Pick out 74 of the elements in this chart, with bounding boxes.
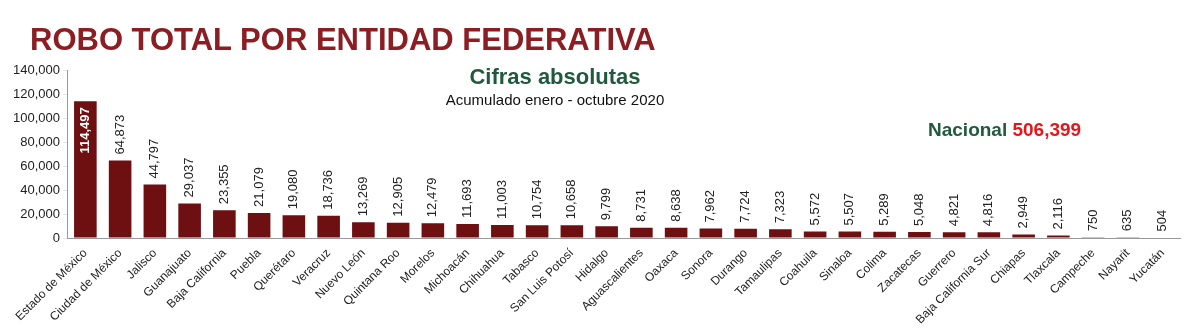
data-label: 64,873 (111, 114, 127, 155)
data-label: 750 (1084, 209, 1100, 232)
bar (838, 231, 862, 238)
data-label: 5,572 (806, 192, 822, 226)
data-label: 9,799 (598, 187, 614, 221)
bar (491, 224, 514, 238)
bar (873, 231, 896, 238)
bar (803, 231, 827, 238)
bar (282, 215, 306, 238)
bar (977, 232, 1001, 238)
bar (525, 225, 549, 238)
bar (769, 229, 792, 238)
y-tick-label: 0 (52, 229, 60, 245)
chart-subtitle: Cifras absolutas (469, 64, 641, 89)
data-label: 2,116 (1049, 197, 1065, 230)
data-label: 23,355 (215, 164, 231, 205)
data-label: 12,905 (389, 176, 405, 217)
bar (560, 225, 584, 238)
data-label: 504 (1154, 209, 1170, 232)
data-label: 10,658 (563, 179, 579, 220)
data-label: 11,003 (493, 180, 509, 219)
bar (178, 203, 201, 238)
y-tick-label: 40,000 (20, 181, 60, 197)
bar (386, 222, 410, 238)
bar (1012, 234, 1035, 238)
bar (908, 232, 931, 238)
bar (942, 232, 966, 238)
bar (317, 215, 340, 238)
bar (734, 228, 757, 238)
bar (421, 223, 445, 238)
bar (247, 212, 271, 238)
data-label: 13,269 (354, 176, 370, 217)
y-tick-label: 100,000 (12, 110, 60, 126)
data-label: 5,289 (876, 193, 892, 226)
data-label: 5,507 (841, 192, 857, 226)
data-label: 7,962 (702, 190, 718, 223)
data-label: 4,821 (945, 193, 961, 227)
data-label: 21,079 (250, 167, 266, 207)
bar (630, 227, 653, 238)
data-label: 5,048 (910, 193, 926, 227)
data-label: 10,754 (528, 179, 544, 220)
annotation: Nacional (928, 119, 1008, 141)
bar (143, 184, 167, 238)
data-label: 12,479 (424, 177, 440, 218)
bar (352, 222, 375, 238)
data-label: 2,949 (1015, 196, 1031, 229)
y-tick-label: 120,000 (12, 86, 60, 102)
bar (595, 226, 618, 238)
bar (664, 227, 688, 238)
data-label: 19,080 (285, 169, 301, 210)
data-label: 18,736 (320, 169, 336, 210)
data-label: 11,693 (459, 179, 475, 219)
y-tick-label: 60,000 (20, 157, 60, 173)
annotation: Acumulado enero - octubre 2020 (445, 91, 665, 109)
data-label: 44,797 (146, 138, 162, 179)
bar (456, 224, 479, 238)
y-tick-label: 80,000 (20, 134, 60, 150)
annotation: 506,399 (1012, 119, 1082, 141)
bar (1047, 235, 1070, 238)
bar (74, 101, 97, 238)
y-tick-label: 20,000 (20, 205, 60, 221)
data-label: 7,323 (771, 190, 787, 224)
bar (108, 160, 132, 238)
data-label: 635 (1119, 209, 1135, 232)
data-label: 8,731 (632, 189, 648, 222)
data-label: 29,037 (181, 157, 197, 198)
data-label: 8,638 (667, 189, 683, 222)
y-tick-label: 140,000 (12, 62, 60, 78)
bar (699, 228, 723, 238)
chart-title: ROBO TOTAL POR ENTIDAD FEDERATIVA (30, 22, 656, 58)
data-label: 4,816 (980, 193, 996, 227)
bar (213, 210, 236, 238)
data-label: 114,497 (76, 107, 92, 154)
data-label: 7,724 (737, 190, 753, 223)
